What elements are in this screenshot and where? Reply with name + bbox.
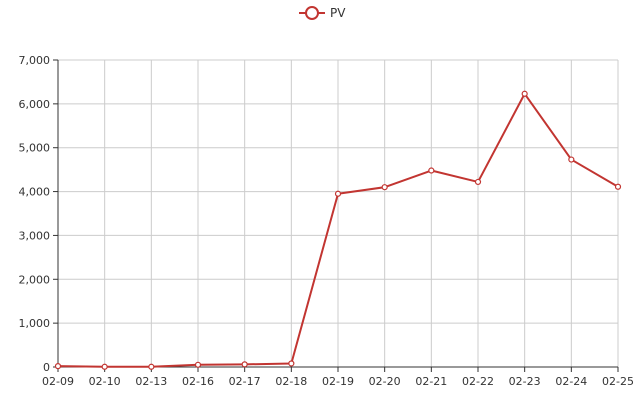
- data-point[interactable]: [381, 184, 388, 191]
- legend-label[interactable]: PV: [330, 6, 346, 20]
- x-tick-label: 02-22: [462, 375, 494, 388]
- data-point[interactable]: [241, 361, 248, 368]
- y-tick-label: 4,000: [19, 186, 51, 199]
- y-tick-label: 2,000: [19, 273, 51, 286]
- x-tick-label: 02-10: [89, 375, 121, 388]
- legend-marker-icon: [305, 6, 319, 20]
- data-point[interactable]: [614, 183, 622, 190]
- axes: 0 1,000 2,000 3,000 4,000 5,000 6,000 7,000 02-0…: [19, 54, 634, 388]
- x-tick-label: 02-24: [555, 375, 587, 388]
- data-point[interactable]: [54, 363, 62, 370]
- x-tick-label: 02-09: [42, 375, 74, 388]
- data-point[interactable]: [334, 190, 342, 197]
- y-tick-label: 3,000: [19, 229, 51, 242]
- data-point[interactable]: [194, 361, 202, 368]
- x-tick-label: 02-13: [135, 375, 167, 388]
- legend[interactable]: PV: [299, 6, 346, 20]
- y-tick-label: 5,000: [19, 142, 51, 155]
- x-tick-label: 02-25: [602, 375, 634, 388]
- y-tick-label: 0: [43, 361, 50, 374]
- x-tick-label: 02-16: [182, 375, 214, 388]
- y-tick-label: 7,000: [19, 54, 51, 67]
- x-tick-label: 02-20: [369, 375, 401, 388]
- data-point[interactable]: [428, 167, 435, 174]
- x-tick-label: 02-19: [322, 375, 354, 388]
- x-tick-label: 02-21: [415, 375, 447, 388]
- grid: [58, 59, 619, 367]
- data-point[interactable]: [521, 90, 528, 97]
- data-point[interactable]: [101, 363, 108, 370]
- data-point[interactable]: [148, 363, 155, 370]
- data-point[interactable]: [288, 360, 295, 367]
- data-point[interactable]: [474, 178, 482, 186]
- x-tick-label: 02-17: [229, 375, 261, 388]
- y-tick-label: 1,000: [19, 317, 51, 330]
- x-tick-label: 02-18: [275, 375, 307, 388]
- y-tick-label: 6,000: [19, 98, 51, 111]
- x-tick-label: 02-23: [509, 375, 541, 388]
- data-point[interactable]: [568, 156, 575, 163]
- series-layer: [54, 90, 622, 370]
